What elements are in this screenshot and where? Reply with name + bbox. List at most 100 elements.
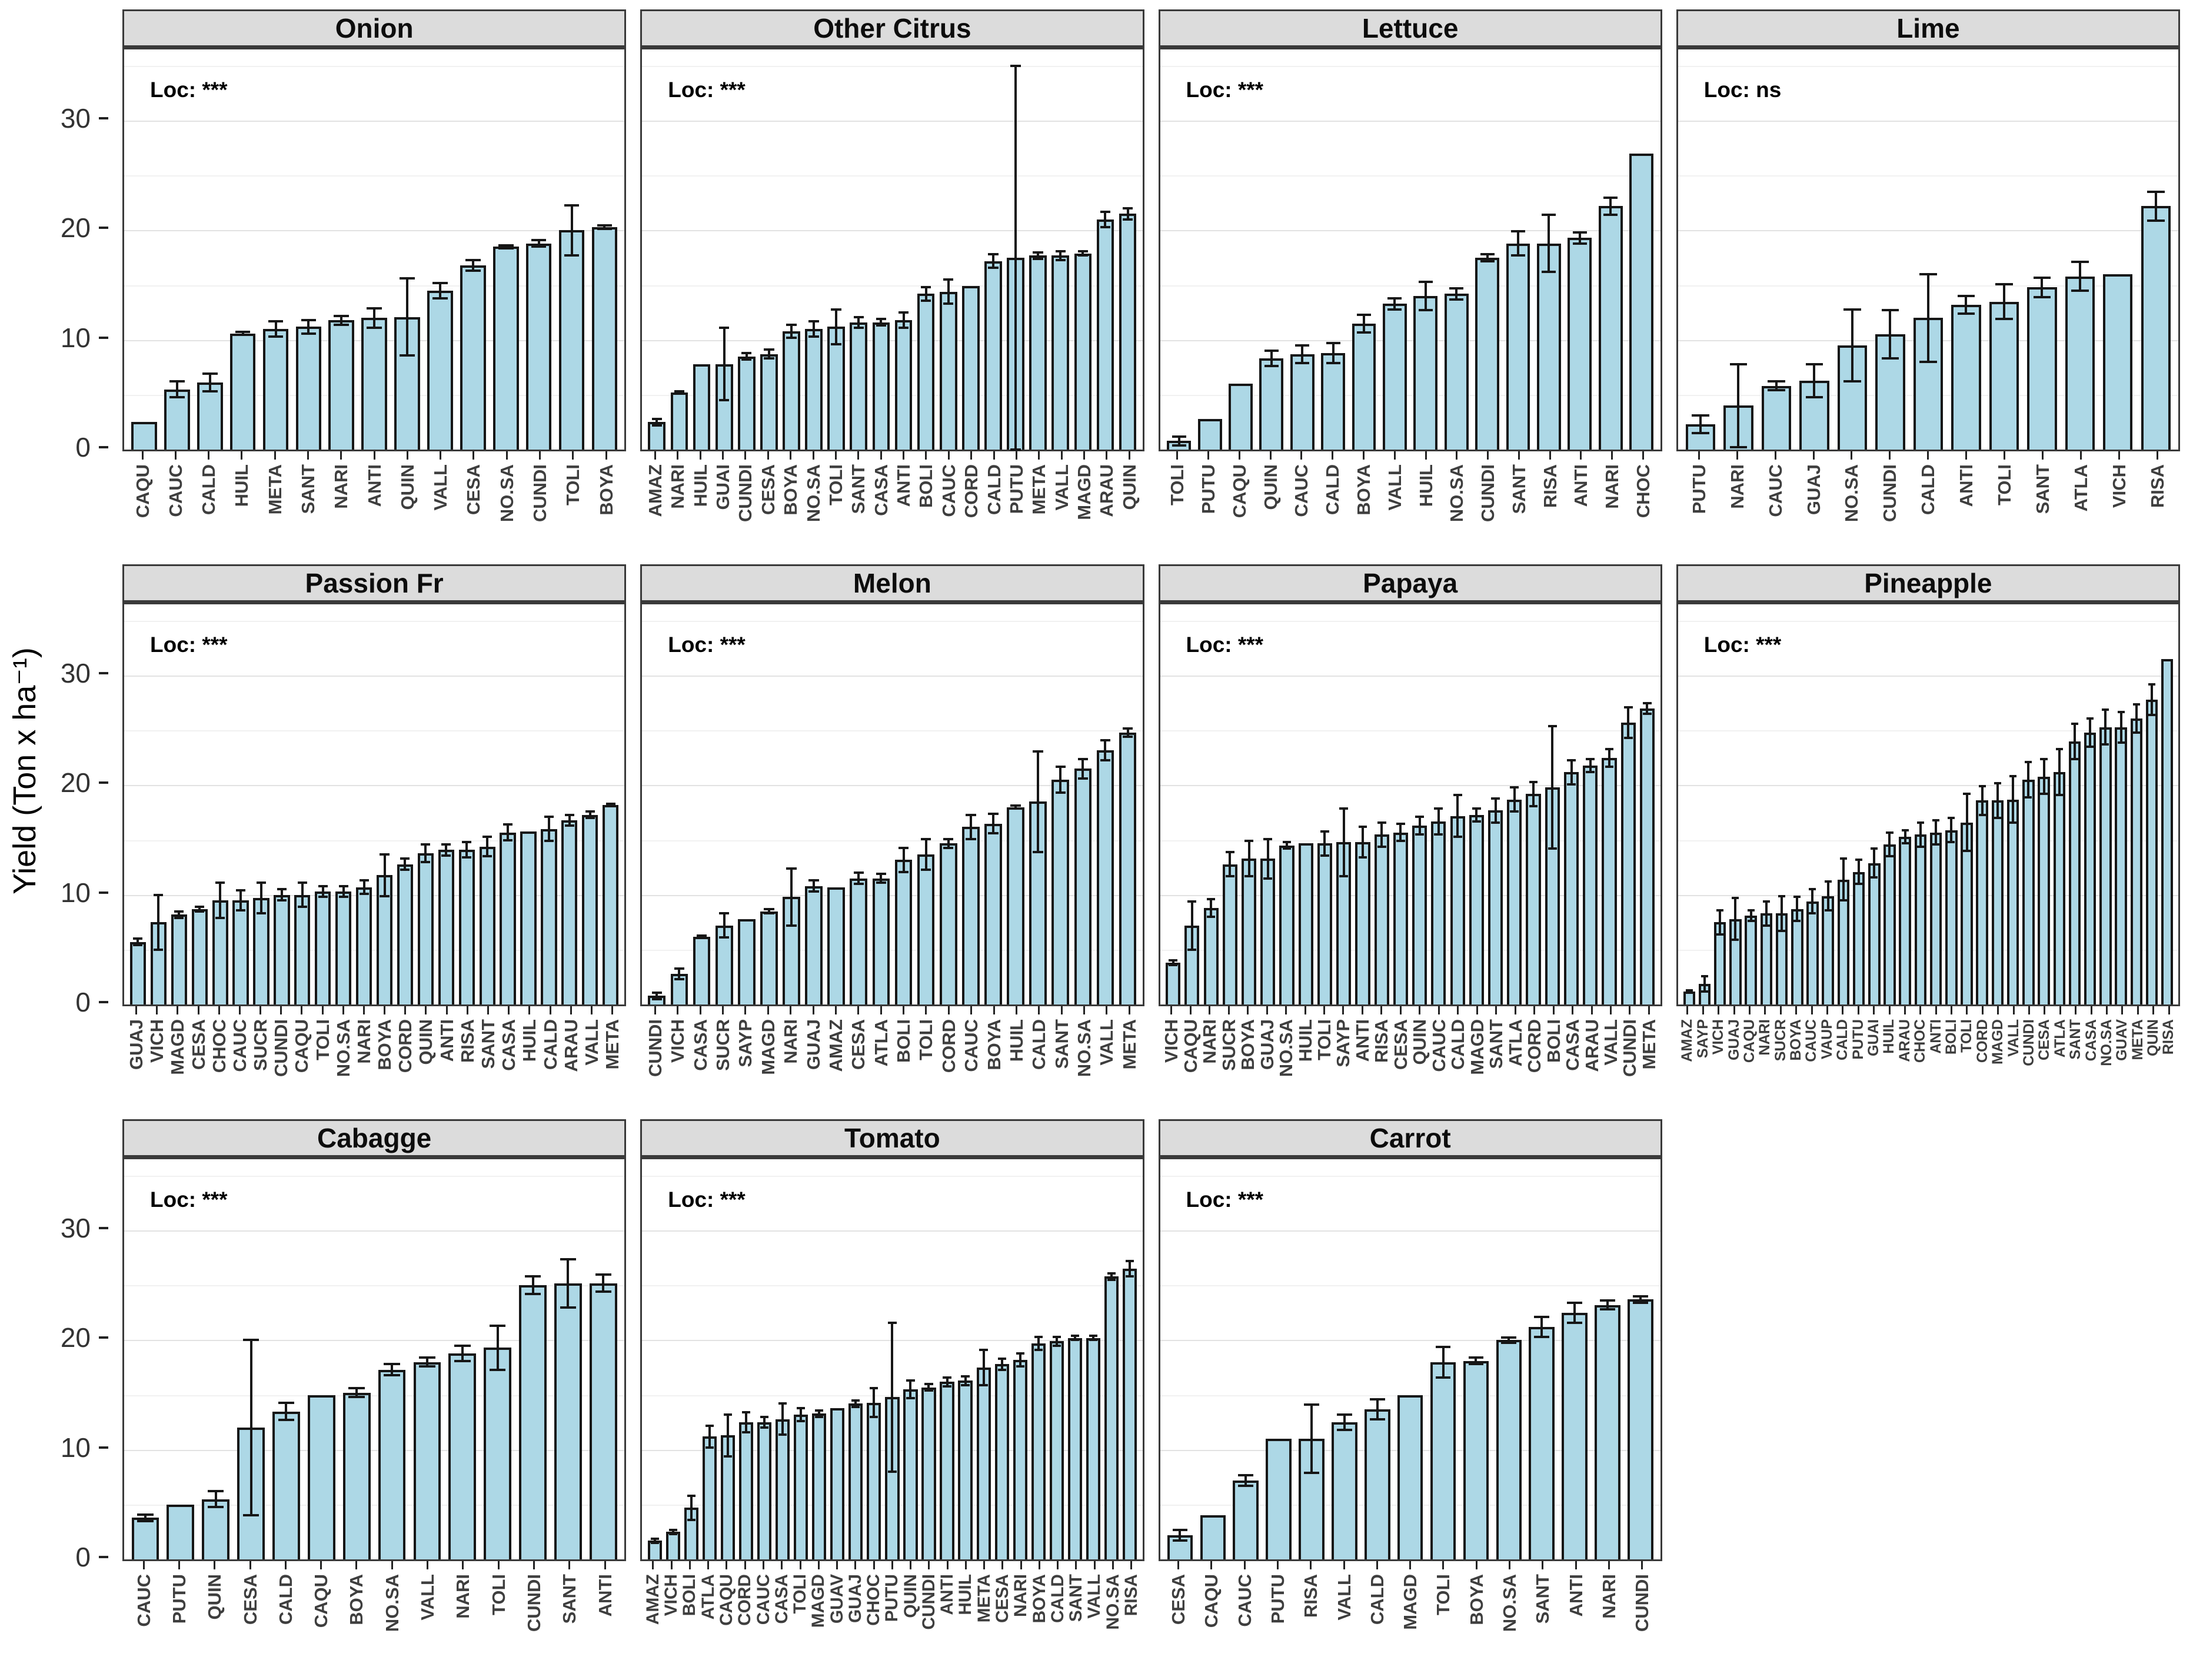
x-tick-mark: [141, 451, 144, 460]
minor-gridline: [642, 65, 1143, 67]
x-tick-label: BOLI: [916, 464, 937, 508]
error-bar-cap-top: [1282, 841, 1292, 844]
x-tick-label: CUNDI: [919, 1574, 939, 1630]
x-axis-label-slot: PUTU: [1680, 451, 1718, 558]
error-bar-cap-bottom: [1716, 933, 1724, 936]
error-bar-cap-bottom: [1295, 361, 1310, 364]
x-tick-label: SAYP: [1333, 1019, 1354, 1067]
bar: [197, 382, 223, 450]
error-bar-cap-bottom: [1169, 963, 1178, 966]
x-tick-label: NO.SA: [803, 464, 824, 523]
x-axis-label-slot: RISA: [1294, 1561, 1327, 1668]
error-bar-cap-bottom: [1978, 813, 1986, 816]
x-tick-mark: [2004, 451, 2006, 460]
bar-slot: [828, 1159, 847, 1559]
x-tick-mark: [1533, 1006, 1536, 1014]
error-bar: [1301, 345, 1304, 363]
error-bar-cap-bottom: [359, 892, 369, 895]
bar-slot: [870, 604, 892, 1004]
x-tick-mark: [1495, 1006, 1498, 1014]
error-bar-cap-top: [1586, 757, 1595, 760]
x-axis-label-slot: BOYA: [780, 451, 802, 558]
major-gridline: [1160, 230, 1660, 232]
major-gridline: [1678, 785, 2178, 787]
x-tick-label: NO.SA: [1841, 464, 1862, 523]
x-tick-label: HUIL: [956, 1574, 976, 1615]
error-bar-cap-top: [1187, 900, 1197, 903]
bar-slot: [713, 49, 736, 450]
error-bar-cap-bottom: [668, 1533, 677, 1536]
x-tick-label: ANTI: [1956, 464, 1977, 507]
bar: [438, 850, 454, 1004]
x-axis-label-slot: CAUC: [1803, 1006, 1819, 1113]
x-tick-mark: [497, 1561, 500, 1569]
x-axis-label-slot: NARI: [1756, 1006, 1773, 1113]
error-bar: [1826, 881, 1829, 910]
x-tick-label: ATLA: [1505, 1019, 1526, 1067]
bar: [1222, 864, 1237, 1004]
x-tick-mark: [142, 1561, 145, 1569]
error-bar-cap-bottom: [1957, 312, 1975, 315]
x-axis-label-slot: NO.SA: [1073, 1006, 1095, 1113]
error-bar: [924, 287, 927, 301]
facet-papaya: Papaya Loc: *** VICH CAQU NARI SUCR BOYA GUAJ NO…: [1158, 564, 1662, 1113]
bar: [757, 1422, 772, 1559]
x-tick-label: CALD: [275, 1574, 296, 1625]
x-axis-label-slot: CALD: [1360, 1561, 1393, 1668]
x-tick-label: CESA: [992, 1574, 1012, 1623]
x-axis-label-slot: CESA: [1390, 1006, 1411, 1113]
x-tick-label: NARI: [1598, 1574, 1619, 1619]
x-tick-mark: [873, 1561, 875, 1569]
minor-gridline: [124, 1175, 625, 1177]
bar: [872, 322, 890, 450]
x-tick-mark: [1842, 1006, 1844, 1014]
x-tick-mark: [1038, 1561, 1040, 1569]
facet-carrot: Carrot Loc: *** CESA CAQU CAUC PUTU RISA VALL CA…: [1158, 1119, 1662, 1668]
bar-slot: [2023, 49, 2061, 450]
x-axis-label-slot: BOYA: [339, 1561, 374, 1668]
x-tick-mark: [1935, 1006, 1937, 1014]
x-tick-label: QUIN: [415, 1019, 437, 1065]
error-bar-cap-bottom: [760, 1426, 769, 1429]
bar: [167, 1504, 195, 1559]
error-bar-cap-bottom: [1453, 835, 1462, 838]
x-axis-label-slot: META: [1028, 451, 1050, 558]
error-bar-cap-top: [1010, 804, 1021, 807]
x-tick-label: AMAZ: [1679, 1019, 1696, 1062]
bar-slot: [128, 604, 148, 1004]
bar: [1266, 1439, 1292, 1559]
bar-slot: [2005, 604, 2021, 1004]
y-axis: 0 10 20 30: [4, 1119, 108, 1668]
x-tick-mark: [722, 1006, 724, 1014]
x-axis-label-slot: NARI: [325, 451, 358, 558]
error-bar-cap-top: [256, 881, 267, 884]
error-bar: [902, 847, 905, 872]
error-bar-cap-top: [1326, 342, 1340, 345]
error-bar-cap-top: [454, 1344, 471, 1347]
error-bar: [157, 894, 160, 950]
x-tick-label: SANT: [1532, 1574, 1553, 1624]
bar-slot: [1448, 604, 1467, 1004]
bar: [554, 1283, 582, 1559]
facet-title: Onion: [122, 9, 627, 47]
x-tick-label: GUAJ: [803, 1019, 824, 1070]
x-tick-label: CAUC: [165, 464, 186, 517]
bar-slot: [870, 49, 892, 450]
error-bar: [835, 309, 838, 345]
x-tick-mark: [880, 451, 882, 460]
error-bar-cap-top: [1919, 272, 1937, 275]
bar: [1364, 1409, 1390, 1559]
x-axis-label-slot: VICH: [147, 1006, 167, 1113]
error-bar-cap-top: [674, 967, 685, 970]
major-gridline: [1160, 894, 1660, 896]
error-bar-cap-top: [1100, 739, 1111, 741]
x-axis-label-slot: QUIN: [1118, 451, 1140, 558]
error-bar-cap-top: [1034, 1335, 1043, 1338]
x-tick-mark: [2121, 1006, 2124, 1014]
loc-significance-label: Loc: ***: [1186, 1187, 1264, 1212]
error-bar: [504, 245, 507, 249]
error-bar-cap-top: [705, 1424, 714, 1427]
x-axis-label-slot: CASA: [689, 1006, 711, 1113]
bar-slot: [1472, 49, 1502, 450]
plot-area: Loc: ***: [640, 47, 1144, 451]
